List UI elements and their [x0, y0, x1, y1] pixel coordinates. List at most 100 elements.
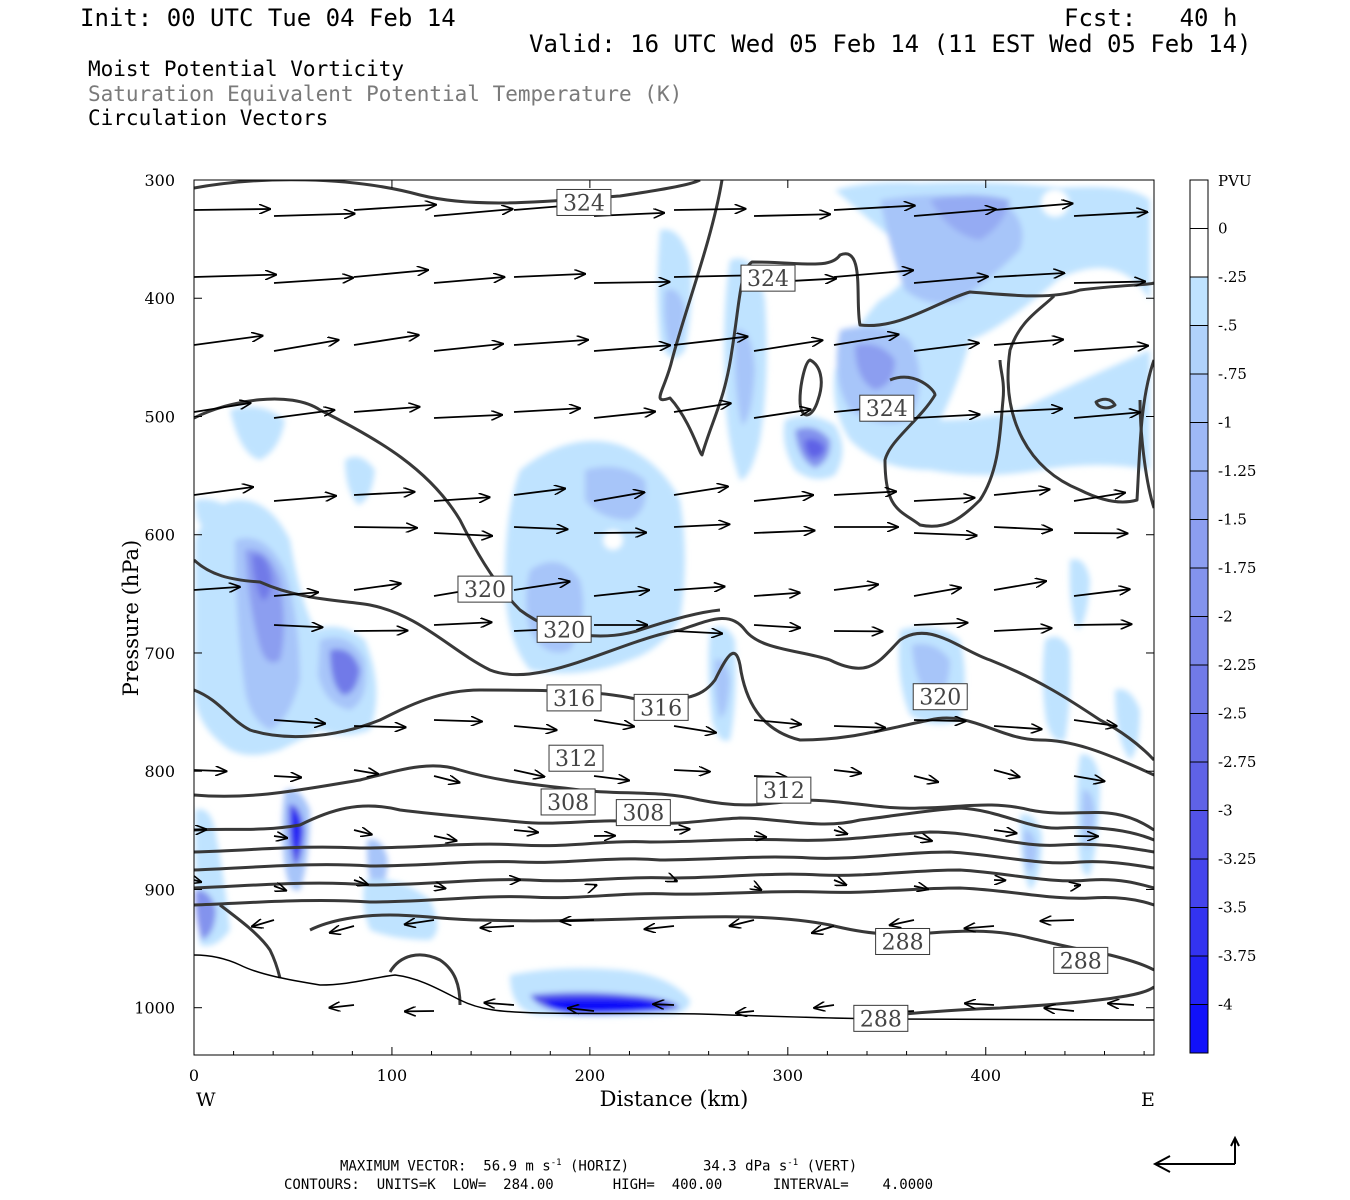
circulation-vector: [433, 533, 492, 536]
colorbar-swatch: [1190, 810, 1208, 860]
circulation-vector: [433, 277, 504, 284]
max-vector-horiz: MAXIMUM VECTOR: 56.9 m s: [340, 1158, 551, 1175]
field-title-theta: Saturation Equivalent Potential Temperat…: [88, 82, 683, 106]
circulation-vector: [913, 209, 996, 217]
circulation-vector: [890, 920, 915, 925]
circulation-vector: [1041, 920, 1075, 921]
circulation-vector: [194, 336, 262, 346]
circulation-vector: [653, 1004, 675, 1005]
circulation-vector: [673, 209, 745, 210]
circulation-vector: [433, 497, 490, 501]
circulation-vector: [753, 625, 800, 628]
circulation-vector: [1073, 719, 1117, 726]
circulation-vector: [673, 403, 731, 413]
colorbar-label: -1: [1218, 414, 1233, 432]
circulation-vector: [1108, 1003, 1135, 1005]
x-axis-label: Distance (km): [600, 1087, 749, 1111]
circulation-vector: [194, 587, 240, 590]
circulation-vector: [1073, 624, 1131, 625]
circulation-vector: [833, 770, 861, 773]
circulation-vector: [1073, 776, 1104, 781]
contour-label: 312: [756, 776, 812, 804]
contour-label-box: [1053, 946, 1109, 974]
colorbar-swatch: [1190, 228, 1208, 278]
contour-label-box: [540, 788, 596, 816]
circulation-vector: [673, 770, 710, 772]
contour-324: [1006, 294, 1154, 504]
max-vector-vert: 34.3 dPa s: [703, 1158, 788, 1175]
max-vector-info: MAXIMUM VECTOR: 56.9 m s-1 (HORIZ) 34.3 d…: [340, 1158, 857, 1175]
forecast-hour: Fcst: 40 h: [1064, 4, 1238, 32]
circulation-vector: [754, 886, 761, 890]
circulation-vector: [730, 920, 755, 926]
circulation-vector: [753, 593, 800, 596]
circulation-vector: [194, 403, 250, 413]
contour-label-text: 288: [1060, 949, 1102, 974]
contour-label: 320: [912, 683, 968, 711]
contour-label-box: [853, 1004, 909, 1032]
circulation-vector: [673, 486, 728, 496]
contour-labels: 324 324 324 320 320 320 316 316 312 312 308 308 288 2…: [457, 188, 1109, 1032]
contour-label-text: 308: [547, 791, 589, 816]
west-label: W: [196, 1089, 216, 1111]
colorbar-swatch: [1190, 519, 1208, 569]
colorbar-label: -1.75: [1218, 559, 1256, 577]
contour-label-text: 316: [553, 687, 595, 712]
contour-label-text: 320: [543, 618, 585, 643]
colorbar-swatch: [1190, 907, 1208, 957]
circulation-vector: [753, 720, 801, 724]
circulation-vector: [913, 276, 988, 284]
contour-label-text: 324: [747, 267, 789, 292]
contour-324: [658, 180, 1154, 457]
contour-316: [194, 651, 1154, 777]
circulation-vector: [194, 829, 206, 830]
circulation-vector: [194, 275, 276, 277]
circulation-vector: [833, 830, 847, 834]
colorbar-swatch: [1190, 277, 1208, 326]
circulation-vector: [993, 273, 1064, 277]
circulation-vector: [913, 415, 980, 418]
circulation-vector: [913, 623, 967, 625]
colorbar-label: -2.5: [1218, 705, 1247, 723]
circulation-vector: [913, 533, 977, 536]
circulation-vector: [353, 880, 368, 885]
contour-label-box: [536, 615, 592, 643]
mpv-region: [195, 889, 216, 940]
circulation-vector: [993, 409, 1062, 412]
contour-312: [194, 764, 1154, 832]
contour-label-text: 288: [882, 930, 924, 955]
circulation-vector: [913, 836, 932, 841]
circulation-vector: [353, 830, 372, 835]
circulation-vector: [405, 920, 435, 924]
vert-label: (VERT): [798, 1158, 858, 1175]
contour-label-box: [859, 394, 915, 422]
contour-300: [194, 850, 1154, 872]
circulation-vector: [593, 719, 634, 727]
circulation-vector: [513, 274, 585, 277]
contour-label-text: 324: [866, 397, 908, 422]
circulation-vector: [913, 886, 928, 889]
mpv-region: [585, 466, 646, 520]
circulation-vector: [433, 344, 503, 352]
circulation-vector: [594, 885, 596, 886]
colorbar-swatch: [1190, 180, 1208, 229]
contour-label: 288: [875, 927, 931, 955]
colorbar-label: -.25: [1218, 268, 1247, 286]
contour-288: [309, 913, 1154, 972]
mpv-region: [330, 649, 360, 695]
circulation-vector: [833, 334, 898, 346]
circulation-vector: [353, 205, 436, 211]
circulation-vector: [913, 498, 974, 501]
circulation-vector: [753, 495, 813, 502]
circulation-vector: [561, 920, 595, 921]
circulation-vector: [593, 590, 649, 597]
circulation-vector: [273, 496, 336, 502]
contour-label: 320: [457, 575, 513, 603]
circulation-vector: [353, 270, 428, 278]
circulation-vector: [1073, 282, 1145, 283]
circulation-vector: [513, 830, 538, 832]
y-tick-label: 900: [144, 880, 175, 899]
colorbar-label: -2.75: [1218, 753, 1256, 771]
colorbar-label: -3.75: [1218, 947, 1256, 965]
